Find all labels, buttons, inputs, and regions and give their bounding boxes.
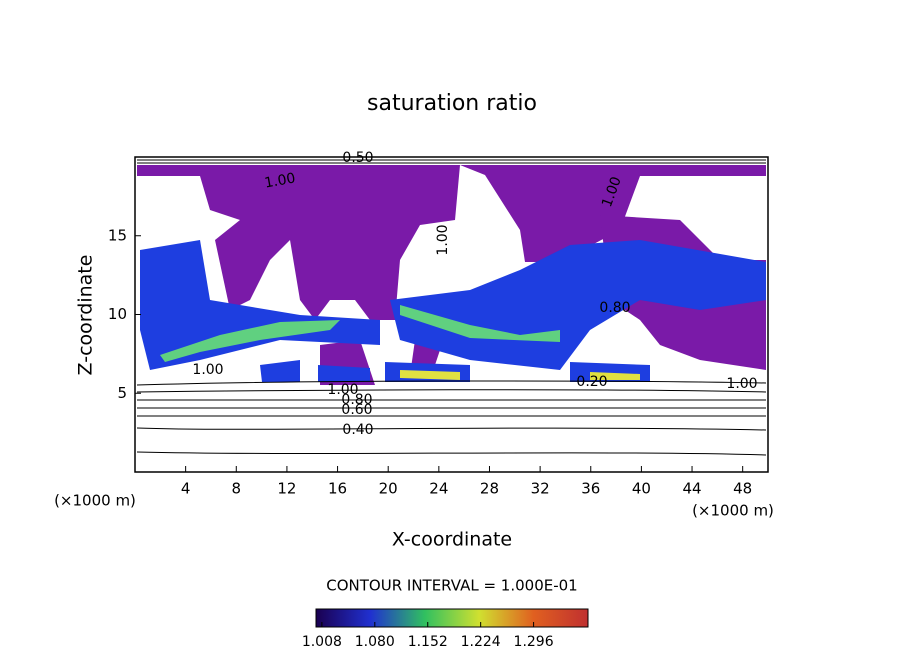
high-supersaturation xyxy=(160,305,560,362)
contour-label: 0.60 xyxy=(341,402,372,418)
x-tick-label: 40 xyxy=(632,480,651,498)
contour-label: 0.80 xyxy=(341,392,372,408)
y-tick-label: 10 xyxy=(108,305,127,323)
contour-label: 1.00 xyxy=(327,382,358,398)
high-supersaturation xyxy=(400,370,640,380)
x-tick-label: 16 xyxy=(328,480,347,498)
chart-title: saturation ratio xyxy=(367,91,537,116)
x-tick-label: 48 xyxy=(733,480,752,498)
subsaturated-region xyxy=(137,165,766,320)
contour-label: 1.00 xyxy=(192,362,223,378)
contour-label: 1.00 xyxy=(263,170,296,191)
x-axis-label: X-coordinate xyxy=(392,529,512,551)
x-tick-label: 24 xyxy=(429,480,448,498)
supersaturated-band xyxy=(260,360,650,382)
x-tick-label: 36 xyxy=(581,480,600,498)
field xyxy=(136,159,767,456)
supersaturated-band xyxy=(140,240,380,370)
x-tick-label: 32 xyxy=(531,480,550,498)
colorbar xyxy=(315,608,589,628)
contour-label: 0.40 xyxy=(342,422,373,438)
contour-label: 1.00 xyxy=(726,376,757,392)
colorbar-tick-label: 1.296 xyxy=(514,634,554,650)
axis-unit: (×1000 m) xyxy=(692,502,774,520)
colorbar-tick-label: 1.080 xyxy=(355,634,395,650)
contour-label: 0.80 xyxy=(599,300,630,316)
contour-label: 1.00 xyxy=(435,224,451,255)
y-tick-label: 5 xyxy=(117,384,127,402)
contour-line xyxy=(136,159,767,456)
y-tick-label: 15 xyxy=(108,226,127,244)
colorbar-tick-label: 1.008 xyxy=(302,634,342,650)
x-tick-label: 4 xyxy=(181,480,191,498)
x-tick-label: 20 xyxy=(379,480,398,498)
axis-unit: (×1000 m) xyxy=(54,492,136,510)
x-tick-label: 28 xyxy=(480,480,499,498)
x-tick-label: 12 xyxy=(277,480,296,498)
y-axis-label: Z-coordinate xyxy=(75,255,97,376)
x-tick-label: 8 xyxy=(232,480,242,498)
contour-interval: CONTOUR INTERVAL = 1.000E-01 xyxy=(326,577,577,595)
contour-label: 0.20 xyxy=(576,374,607,390)
contour-label: 0.50 xyxy=(342,150,373,166)
colorbar-tick-label: 1.152 xyxy=(408,634,448,650)
x-tick-label: 44 xyxy=(682,480,701,498)
colorbar-tick-label: 1.224 xyxy=(461,634,501,650)
